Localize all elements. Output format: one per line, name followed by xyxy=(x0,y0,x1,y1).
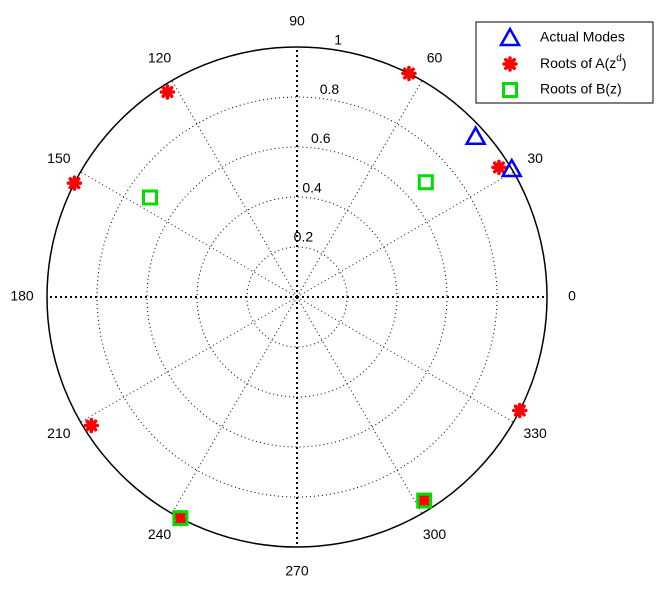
grid-ring xyxy=(146,146,448,448)
theta-tick-label: 60 xyxy=(427,50,443,66)
point-star xyxy=(491,159,507,176)
point-square xyxy=(417,174,434,191)
point-square xyxy=(416,492,433,509)
legend-marker xyxy=(498,26,522,47)
theta-tick-label: 120 xyxy=(148,50,172,66)
outer-ring xyxy=(46,46,548,548)
point-square xyxy=(172,510,189,527)
point-star xyxy=(159,84,176,100)
r-tick-label: 0.2 xyxy=(294,229,314,245)
grid-ring xyxy=(96,96,498,498)
r-tick-label: 1 xyxy=(334,32,342,48)
theta-tick-label: 330 xyxy=(523,425,547,441)
grid-spoke xyxy=(171,80,298,298)
legend-marker xyxy=(502,82,518,98)
legend-label: Actual Modes xyxy=(540,29,625,45)
grid-ring xyxy=(246,246,348,348)
legend-label: Roots of A(zd) xyxy=(540,53,627,71)
point-star xyxy=(416,492,432,509)
legend-label: Roots of B(z) xyxy=(540,81,622,97)
grid-spoke xyxy=(171,296,298,514)
grid-spoke xyxy=(296,171,514,298)
theta-tick-label: 300 xyxy=(423,526,447,542)
r-tick-label: 0.4 xyxy=(302,179,322,195)
point-star xyxy=(401,65,417,82)
point-square xyxy=(142,189,159,206)
theta-tick-label: 270 xyxy=(285,563,309,579)
grid-spoke xyxy=(80,296,298,423)
theta-tick-label: 150 xyxy=(47,150,71,166)
theta-tick-label: 180 xyxy=(10,288,34,304)
theta-tick-label: 90 xyxy=(289,13,305,29)
r-tick-label: 0.8 xyxy=(320,81,340,97)
point-triangle xyxy=(500,157,523,178)
theta-tick-label: 30 xyxy=(527,150,543,166)
grid-spoke xyxy=(296,296,423,514)
grid-spoke xyxy=(80,171,298,298)
point-star xyxy=(172,510,189,526)
theta-tick-label: 240 xyxy=(148,526,172,542)
grid-ring xyxy=(196,196,398,398)
point-star xyxy=(512,402,528,419)
grid-spoke xyxy=(296,80,423,298)
point-triangle xyxy=(464,125,487,145)
theta-tick-label: 0 xyxy=(568,288,576,304)
point-star xyxy=(83,417,100,434)
grid-spoke xyxy=(296,296,514,423)
r-tick-label: 0.6 xyxy=(311,130,331,146)
legend-marker xyxy=(502,56,518,72)
point-star xyxy=(66,175,83,191)
theta-tick-label: 210 xyxy=(47,425,71,441)
